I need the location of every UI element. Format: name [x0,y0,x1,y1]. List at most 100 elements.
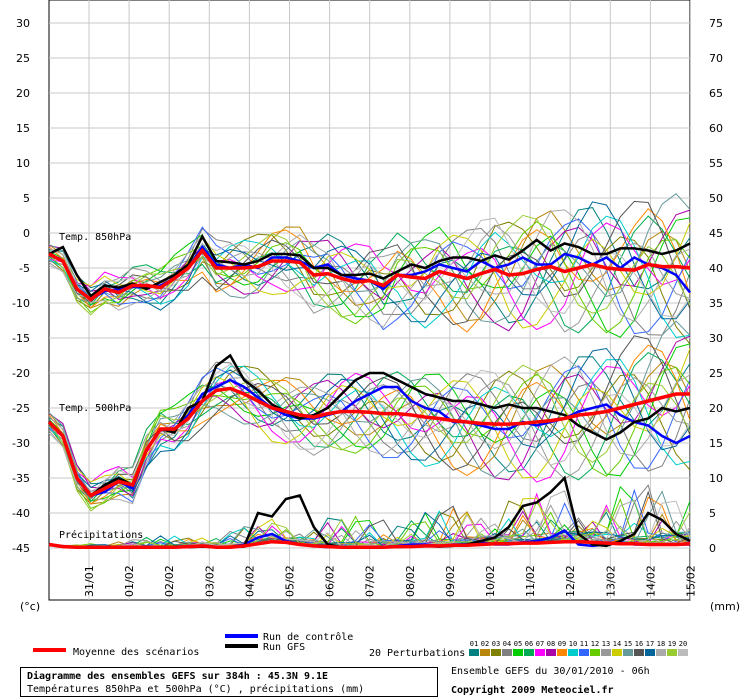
x-axis: 31/01 01/02 02/02 03/02 04/02 05/02 06/02 07/02… [83,565,698,597]
left-tick-label: -5 [19,262,30,275]
left-tick-label: 25 [16,52,30,65]
x-tick-label: 11/02 [524,565,537,597]
perturbation-swatch [634,649,644,656]
perturbation-number: 03 [492,640,500,648]
perturbation-line [48,214,691,318]
right-tick-label: 60 [709,122,723,135]
x-tick-label: 01/02 [123,565,136,597]
perturbation-swatch [546,649,556,656]
series-precip-moyenne [48,539,691,550]
perturbation-swatch [524,649,534,656]
perturbation-swatch [568,649,578,656]
right-tick-label: 45 [709,227,723,240]
perturbation-line [48,193,691,324]
perturbation-number: 08 [547,640,555,648]
perturbation-line [48,222,691,331]
perturbation-number: 06 [525,640,533,648]
main-series [47,233,691,550]
perturbation-swatch [667,649,677,656]
left-tick-label: -20 [12,367,30,380]
copyright-text: Copyright 2009 Meteociel.fr [451,685,614,696]
perturbation-line [48,511,691,548]
panel-label-precip: Précipitations [59,529,143,541]
ensemble-run-text: Ensemble GEFS du 30/01/2010 - 06h [451,666,650,677]
x-tick-label: 14/02 [644,565,657,597]
legend-moyenne-label: Moyenne des scénarios [73,646,199,658]
left-tick-label: 20 [16,87,30,100]
left-tick-label: 5 [23,192,30,205]
right-tick-label: 10 [709,472,723,485]
right-tick-label: 70 [709,52,723,65]
left-axis-unit: (°c) [20,600,40,613]
perturbation-line [48,215,691,338]
perturbation-number: 14 [613,640,621,648]
perturbation-line [48,365,691,483]
right-tick-label: 55 [709,157,723,170]
left-tick-label: -25 [12,402,30,415]
perturbation-swatch [579,649,589,656]
perturbation-swatch [590,649,600,656]
perturbation-swatch [502,649,512,656]
perturbation-number: 17 [646,640,654,648]
x-tick-label: 03/02 [203,565,216,597]
left-axis: 30 25 20 15 10 5 0 -5 -10 -15 -20 -25 -30 -35 -40 -45 [12,17,30,555]
right-tick-label: 35 [709,297,723,310]
perturbation-line [48,209,691,328]
x-tick-label: 13/02 [604,565,617,597]
perturbation-swatch [469,649,479,656]
left-tick-label: -40 [12,507,30,520]
perturbation-number: 20 [679,640,687,648]
perturbation-swatch [612,649,622,656]
left-tick-label: 30 [16,17,30,30]
perturbation-line [48,320,691,495]
perturbation-swatch [491,649,501,656]
x-tick-label: 07/02 [364,565,377,597]
perturbation-line [48,224,691,333]
left-tick-label: -10 [12,297,30,310]
left-tick-label: 0 [23,227,30,240]
x-tick-label: 04/02 [243,565,256,597]
perturbation-swatch [557,649,567,656]
right-tick-label: 5 [709,507,716,520]
left-tick-label: -30 [12,437,30,450]
perturbation-swatch [601,649,611,656]
info-subtitle: Températures 850hPa et 500hPa (°C) , pré… [27,684,365,695]
perturbation-number: 10 [569,640,577,648]
perturbation-swatch [535,649,545,656]
left-tick-label: -35 [12,472,30,485]
right-tick-label: 30 [709,332,723,345]
right-tick-label: 40 [709,262,723,275]
x-tick-label: 10/02 [484,565,497,597]
panel-label-t850: Temp. 850hPa [59,232,131,243]
perturbation-line [48,347,691,493]
perturbation-legend: 01 02 03 04 05 06 07 08 09 10 11 12 13 14 15 16 17 18 19 20 [469,640,688,656]
perturbation-number: 11 [580,640,588,648]
series-t850-moyenne [48,247,691,302]
perturbation-number: 09 [558,640,566,648]
right-tick-label: 25 [709,367,723,380]
perturbation-line [48,215,691,334]
left-tick-label: -15 [12,332,30,345]
perturbation-line [48,366,691,510]
right-tick-label: 75 [709,17,723,30]
perturbation-line [48,207,691,333]
legend-perturbations-label: 20 Perturbations [369,648,465,659]
perturbation-number: 13 [602,640,610,648]
perturbation-swatch [645,649,655,656]
panel-label-t500: Temp. 500hPa [59,403,131,414]
left-tick-label: -45 [12,542,30,555]
right-tick-label: 15 [709,437,723,450]
right-tick-label: 20 [709,402,723,415]
perturbation-line [48,364,691,512]
legend-controle-label: Run de contrôle [263,631,353,643]
right-tick-label: 50 [709,192,723,205]
perturbation-number: 07 [536,640,544,648]
x-tick-label: 05/02 [284,565,297,597]
x-tick-label: 15/02 [685,565,698,597]
perturbation-line [48,218,691,335]
right-axis-unit: (mm) [710,600,740,613]
left-tick-label: 15 [16,122,30,135]
perturbation-number: 18 [657,640,665,648]
perturbation-line [48,221,691,334]
x-tick-label: 08/02 [404,565,417,597]
